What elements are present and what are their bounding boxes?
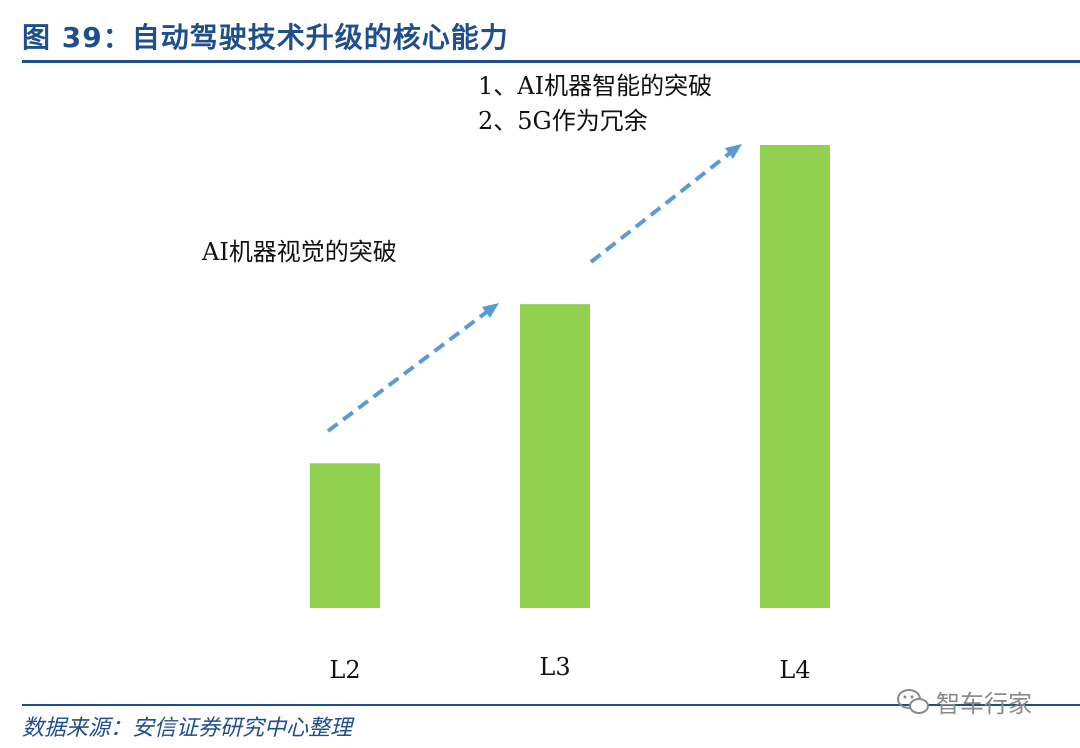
category-labels-group: L2 L3 L4 <box>329 653 810 684</box>
bar-l3 <box>520 304 590 608</box>
annotation-5g-redundancy: 2、5G作为冗余 <box>478 107 648 135</box>
annotation-machine-vision: AI机器视觉的突破 <box>201 238 397 266</box>
watermark-text: 智车行家 <box>936 690 1032 718</box>
bar-l4 <box>760 145 830 608</box>
annotation-machine-intelligence: 1、AI机器智能的突破 <box>478 72 712 100</box>
watermark: 智车行家 <box>896 684 1032 719</box>
bars-group <box>310 145 830 608</box>
category-label-l4: L4 <box>779 656 810 684</box>
arrow-l2-l3 <box>326 303 499 433</box>
title-divider <box>22 60 1080 63</box>
bar-l2 <box>310 463 380 608</box>
footer-divider <box>22 704 1080 706</box>
category-label-l2: L2 <box>329 656 360 684</box>
wechat-icon <box>897 688 929 714</box>
category-label-l3: L3 <box>539 653 570 681</box>
arrow-l3-l4 <box>589 144 742 264</box>
figure-title: 图 39：自动驾驶技术升级的核心能力 <box>22 21 509 54</box>
source-note: 数据来源：安信证券研究中心整理 <box>22 716 353 741</box>
